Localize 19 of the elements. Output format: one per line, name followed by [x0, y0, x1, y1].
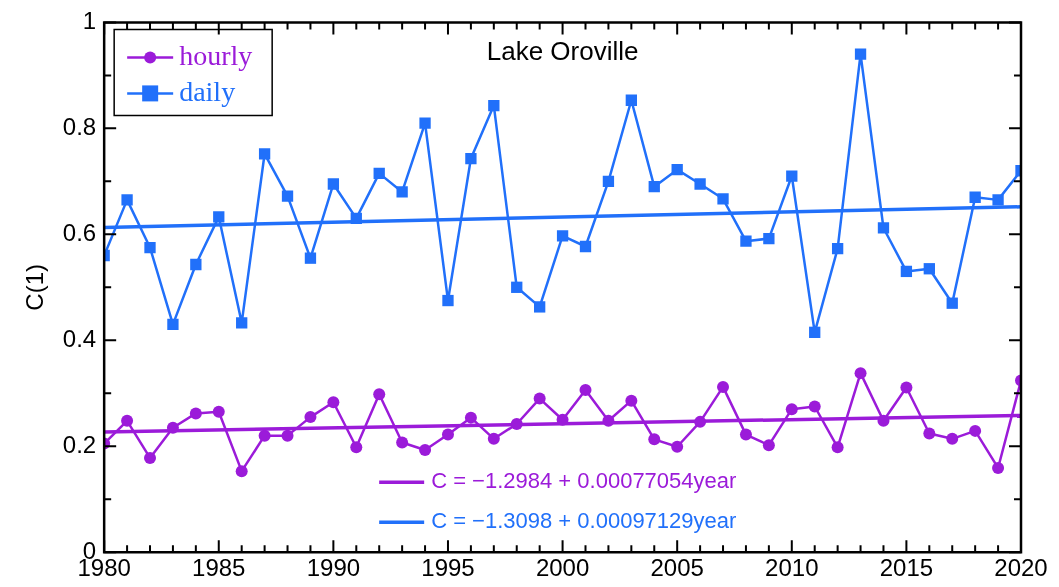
- y-axis-title: C(1): [21, 263, 49, 311]
- y-tick-label: 0.2: [62, 430, 97, 458]
- legend-label: daily: [179, 75, 236, 107]
- x-tick-label: 2015: [879, 554, 934, 582]
- x-tick-label: 2010: [765, 554, 819, 582]
- y-tick-label: 0.8: [62, 112, 97, 140]
- x-tick-label: 2020: [994, 554, 1048, 582]
- y-tick-label: 1: [82, 7, 97, 35]
- x-tick-label: 2005: [650, 554, 704, 582]
- annotation: C = −1.3098 + 0.00097129year: [431, 508, 737, 534]
- y-tick-label: 0.6: [62, 218, 97, 246]
- x-tick-label: 1990: [306, 554, 361, 582]
- y-tick-label: 0.4: [62, 324, 97, 352]
- text: Lake Oroville: [486, 35, 639, 66]
- x-tick-label: 1985: [192, 554, 246, 582]
- legend-label: hourly: [179, 39, 253, 71]
- x-tick-label: 2000: [535, 554, 590, 582]
- x-tick-label: 1995: [421, 554, 475, 582]
- annotation: C = −1.2984 + 0.00077054year: [431, 468, 737, 494]
